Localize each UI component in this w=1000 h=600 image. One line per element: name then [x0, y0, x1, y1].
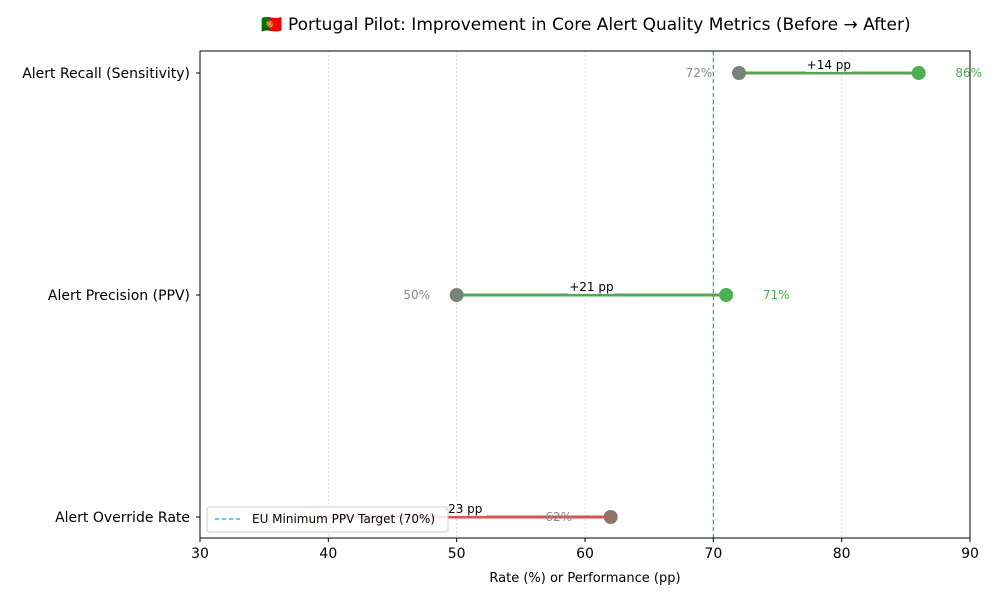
before-point — [603, 510, 618, 524]
delta-label-bg — [568, 281, 615, 294]
delta-label-bg — [440, 503, 487, 516]
y-category-label: Alert Precision (PPV) — [48, 288, 190, 304]
before-value-label: 62% — [545, 510, 572, 524]
before-point — [449, 288, 464, 302]
x-tick-label: 30 — [191, 546, 209, 562]
after-value-label: 86% — [955, 66, 982, 80]
legend: EU Minimum PPV Target (70%) — [206, 506, 449, 533]
after-value-label: 71% — [763, 288, 790, 302]
x-tick-label: 70 — [704, 546, 722, 562]
y-category-label: Alert Recall (Sensitivity) — [22, 66, 190, 82]
y-axis-categories: Alert Recall (Sensitivity) Alert Precisio… — [22, 66, 200, 526]
x-axis-ticks: 30 40 50 60 70 80 90 — [191, 538, 979, 562]
delta-label: +21 pp — [569, 280, 613, 294]
delta-label: +14 pp — [807, 58, 851, 72]
after-point — [719, 288, 734, 302]
legend-label: EU Minimum PPV Target (70%) — [252, 512, 435, 526]
before-point — [732, 66, 746, 80]
before-value-label: 50% — [403, 288, 430, 302]
after-point — [911, 66, 926, 80]
chart-title: 🇵🇹 Portugal Pilot: Improvement in Core A… — [261, 15, 910, 35]
x-tick-label: 50 — [448, 546, 466, 562]
x-tick-label: 80 — [833, 546, 851, 562]
before-value-label: 72% — [686, 66, 713, 80]
x-tick-label: 60 — [576, 546, 594, 562]
x-tick-label: 90 — [961, 546, 979, 562]
grid-lines — [327, 51, 843, 538]
y-category-label: Alert Override Rate — [55, 510, 190, 526]
delta-label: -23 pp — [444, 502, 483, 516]
delta-label-bg — [805, 59, 852, 72]
x-tick-label: 40 — [319, 546, 337, 562]
legend-box — [206, 506, 449, 533]
x-axis-label: Rate (%) or Performance (pp) — [489, 571, 680, 586]
